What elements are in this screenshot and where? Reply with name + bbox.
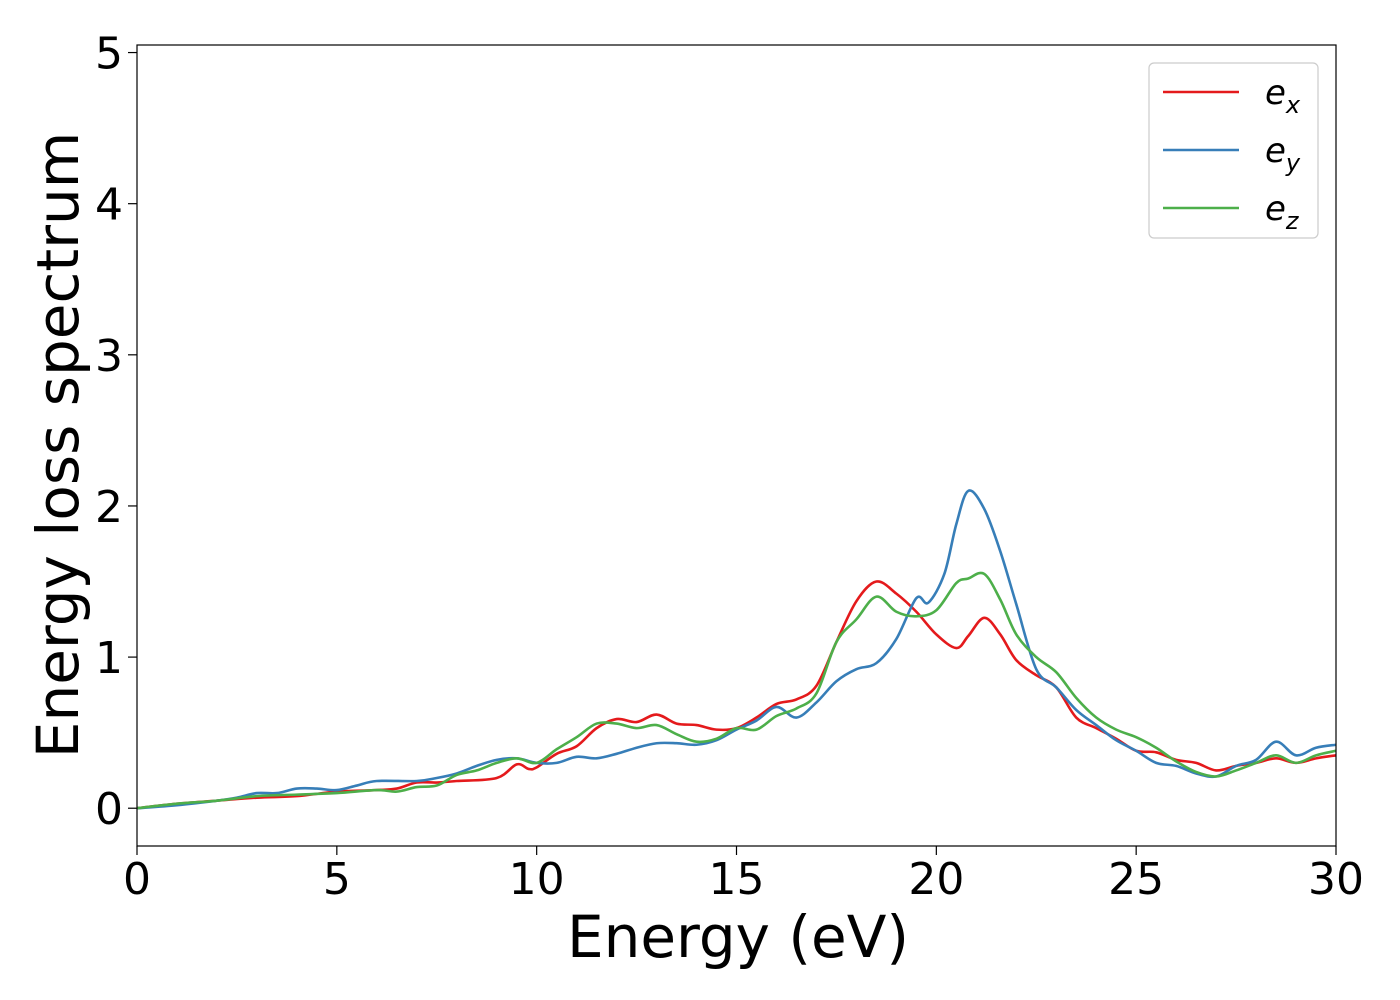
plot-area — [137, 490, 1336, 808]
x-tick-label: 5 — [323, 854, 351, 905]
y-tick-label: 1 — [95, 633, 123, 684]
x-tick-label: 10 — [509, 854, 565, 905]
y-tick-label: 5 — [95, 29, 123, 80]
y-axis-label: Energy loss spectrum — [24, 132, 92, 758]
y-tick-label: 4 — [95, 180, 123, 231]
y-tick-label: 3 — [95, 331, 123, 382]
x-tick-label: 30 — [1308, 854, 1364, 905]
x-tick-label: 20 — [908, 854, 964, 905]
series-line-e-z — [137, 573, 1336, 808]
series-line-e-x — [137, 581, 1336, 808]
y-tick-label: 0 — [95, 784, 123, 835]
x-tick-label: 25 — [1108, 854, 1164, 905]
y-tick-label: 2 — [95, 482, 123, 533]
series-line-e-y — [137, 490, 1336, 808]
x-axis-label: Energy (eV) — [567, 903, 909, 971]
x-tick-label: 15 — [709, 854, 765, 905]
x-tick-label: 0 — [123, 854, 151, 905]
